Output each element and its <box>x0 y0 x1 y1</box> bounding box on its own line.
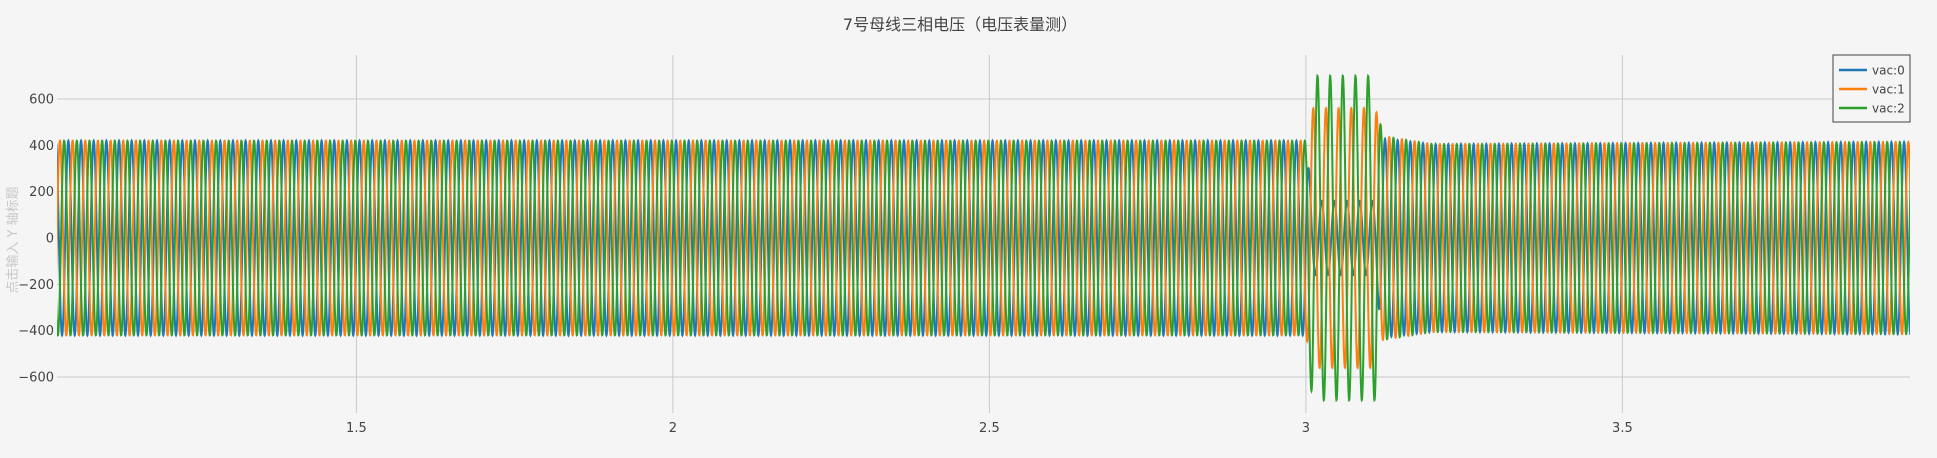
y-tick-label: 600 <box>29 93 54 108</box>
x-tick-label: 3.5 <box>1612 421 1633 436</box>
x-tick-label: 3 <box>1302 421 1310 436</box>
y-tick-label: −600 <box>18 371 54 386</box>
x-tick-label: 2.5 <box>979 421 1000 436</box>
legend-label[interactable]: vac:2 <box>1872 102 1905 116</box>
chart-title: 7号母线三相电压（电压表量测） <box>843 15 1077 34</box>
x-tick-label: 1.5 <box>346 421 367 436</box>
legend[interactable]: vac:0 vac:1 vac:2 <box>1833 55 1910 122</box>
y-tick-label: 200 <box>29 185 54 200</box>
y-tick-label: −400 <box>18 324 54 339</box>
x-tick-label: 2 <box>669 421 677 436</box>
y-axis-title[interactable]: 点击输入 Y 轴标题 <box>5 186 21 293</box>
y-tick-label: 400 <box>29 139 54 154</box>
legend-label[interactable]: vac:1 <box>1872 83 1905 97</box>
y-tick-label: −200 <box>18 278 54 293</box>
y-tick-label: 0 <box>46 232 54 247</box>
legend-label[interactable]: vac:0 <box>1872 64 1905 78</box>
